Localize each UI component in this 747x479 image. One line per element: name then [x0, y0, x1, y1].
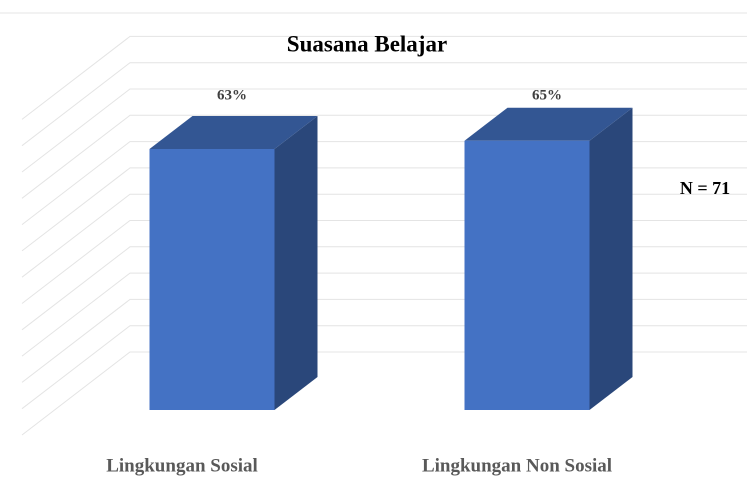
grid-line	[21, 246, 747, 331]
grid-line	[21, 351, 747, 436]
bar	[464, 140, 590, 410]
grid-line	[21, 272, 747, 357]
annotation: N = 71	[680, 178, 730, 198]
grid-line	[21, 62, 747, 147]
grid-line	[21, 88, 747, 173]
grid-line	[21, 220, 747, 304]
bar-top	[149, 116, 318, 149]
bar-side	[589, 107, 633, 410]
value-label: 63%	[217, 87, 247, 103]
chart-title: Suasana Belajar	[287, 31, 447, 56]
grid-line	[21, 298, 747, 383]
grid-line	[21, 114, 747, 199]
grid-line	[21, 167, 747, 252]
x-tick-label: Lingkungan Non Sosial	[422, 455, 612, 476]
grid-line	[21, 35, 747, 120]
grid-line	[21, 193, 747, 278]
bar	[149, 149, 275, 410]
grid	[21, 35, 747, 436]
bar-side	[274, 116, 318, 410]
bar-top	[464, 107, 633, 141]
value-label: 65%	[532, 87, 562, 103]
grid-line	[21, 325, 747, 410]
grid-line	[21, 141, 747, 225]
x-tick-label: Lingkungan Sosial	[106, 455, 258, 476]
